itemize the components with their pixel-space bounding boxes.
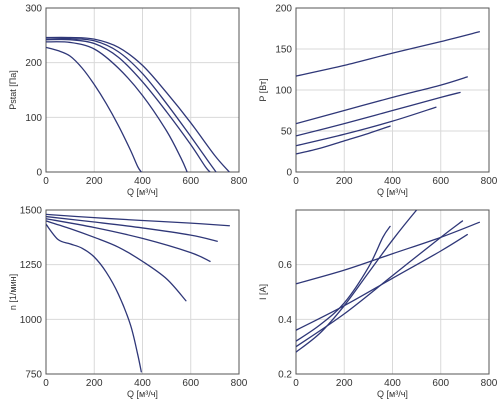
- y-tick-label: 0: [286, 168, 292, 179]
- x-tick-label: 400: [134, 176, 151, 187]
- series-line-1: [296, 31, 480, 77]
- x-tick-label: 0: [43, 176, 49, 187]
- series-line-3: [296, 220, 464, 348]
- curves: [46, 213, 230, 373]
- x-axis-label: Q [м³/ч]: [377, 187, 408, 197]
- chart-speed: 0 200 400 600 800 750 1000 1250 1500 Q [м³/ч] n [1…: [8, 206, 248, 400]
- series-line-5: [296, 125, 391, 155]
- y-axis-label: P [Вт]: [258, 78, 268, 101]
- series-line-4: [46, 37, 217, 172]
- x-tick-label: 600: [432, 378, 449, 389]
- y-tick-label: 300: [25, 4, 42, 15]
- x-axis-label: Q [м³/ч]: [377, 389, 408, 399]
- x-tick-label: 0: [43, 378, 49, 389]
- y-tick-label: 0: [36, 168, 42, 179]
- series-line-5: [46, 36, 230, 172]
- y-tick-label: 1250: [20, 260, 43, 271]
- y-tick-label: 200: [275, 4, 292, 15]
- y-axis-label: n [1/мин]: [8, 274, 18, 310]
- x-tick-label: 800: [231, 378, 248, 389]
- x-tick-label: 600: [182, 378, 199, 389]
- y-tick-label: 0.2: [278, 370, 292, 381]
- x-tick-label: 0: [293, 176, 299, 187]
- plot-frame: [295, 209, 490, 375]
- x-tick-label: 800: [481, 378, 498, 389]
- series-line-3: [46, 38, 211, 172]
- y-tick-label: 200: [25, 58, 42, 69]
- series-line-3: [46, 218, 211, 263]
- x-tick-label: 200: [86, 176, 103, 187]
- series-line-1: [46, 46, 142, 172]
- y-tick-label: 50: [281, 127, 293, 138]
- y-tick-label: 100: [275, 86, 292, 97]
- y-tick-label: 750: [25, 370, 42, 381]
- x-axis-label: Q [м³/ч]: [127, 187, 158, 197]
- y-tick-label: 150: [275, 45, 292, 56]
- series-line-2: [46, 41, 188, 172]
- series-line-4: [296, 210, 418, 353]
- x-tick-label: 400: [134, 378, 151, 389]
- y-axis-label: Pstat [Па]: [8, 70, 18, 110]
- series-line-1: [46, 213, 230, 227]
- curves: [46, 36, 230, 172]
- x-axis-label: Q [м³/ч]: [127, 389, 158, 399]
- x-tick-label: 0: [293, 378, 299, 389]
- y-tick-label: 100: [25, 113, 42, 124]
- chart-current: 0 200 400 600 800 0.2 0.4 0.6 Q [м³/ч] I [A]: [258, 209, 498, 399]
- x-tick-label: 800: [231, 176, 248, 187]
- series-line-3: [296, 91, 461, 137]
- curves: [296, 31, 480, 155]
- series-line-2: [46, 215, 218, 242]
- plot-frame: [295, 7, 490, 173]
- y-tick-label: 0.4: [278, 315, 292, 326]
- x-tick-label: 200: [336, 378, 353, 389]
- series-line-5: [46, 223, 142, 373]
- y-tick-label: 1000: [20, 315, 43, 326]
- series-line-4: [46, 220, 187, 302]
- x-tick-label: 400: [384, 378, 401, 389]
- plot-frame: [45, 7, 240, 173]
- x-tick-label: 200: [336, 176, 353, 187]
- y-tick-label: 0.6: [278, 260, 292, 271]
- series-line-2: [296, 233, 468, 331]
- x-tick-label: 600: [432, 176, 449, 187]
- series-line-2: [296, 76, 468, 125]
- chart-pstat: 0 200 400 600 800 0 100 200 300 Q [м³/ч] Pstat [Па…: [8, 4, 248, 198]
- plot-frame: [45, 209, 240, 375]
- series-line-1: [296, 221, 480, 285]
- x-tick-label: 600: [182, 176, 199, 187]
- curves: [296, 210, 480, 353]
- series-line-4: [296, 106, 437, 147]
- x-tick-label: 200: [86, 378, 103, 389]
- x-tick-label: 800: [481, 176, 498, 187]
- x-tick-label: 400: [384, 176, 401, 187]
- series-line-5: [296, 225, 391, 342]
- chart-power: 0 200 400 600 800 0 50 100 150 200 Q [м³/ч] P [Вт]: [258, 4, 498, 198]
- y-tick-label: 1500: [20, 206, 43, 217]
- y-axis-label: I [A]: [258, 284, 268, 300]
